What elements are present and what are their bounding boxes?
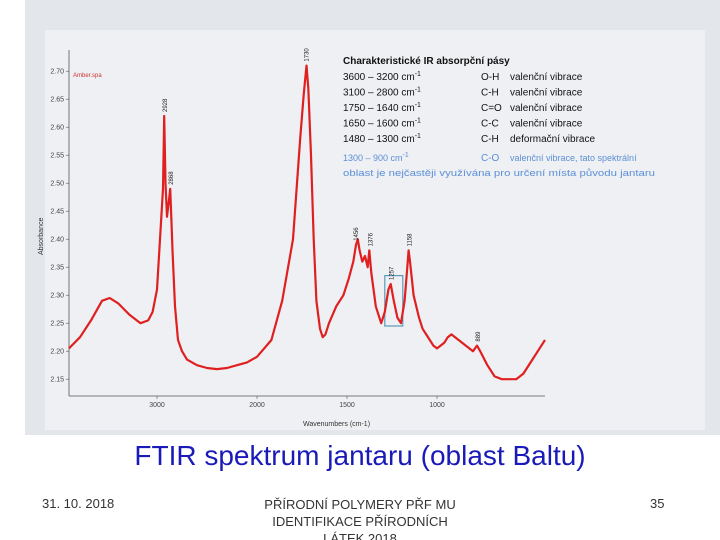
- y-tick-label: 2.20: [50, 349, 64, 356]
- legend-title: Charakteristické IR absorpční pásy: [343, 56, 510, 67]
- x-tick-label: 3000: [149, 402, 165, 409]
- y-tick-label: 2.15: [50, 377, 64, 384]
- y-tick-label: 2.65: [50, 97, 64, 104]
- y-axis-label: Absorbance: [38, 218, 45, 255]
- y-tick-label: 2.60: [50, 125, 64, 132]
- legend-range: 3600 – 3200 cm-1: [343, 71, 421, 83]
- x-tick-label: 2000: [249, 402, 265, 409]
- legend-desc: valenční vibrace: [510, 88, 583, 99]
- legend-bond: C-H: [481, 134, 499, 145]
- y-tick-label: 2.45: [50, 209, 64, 216]
- peak-label: 889: [476, 331, 482, 342]
- peak-label: 1257: [390, 266, 396, 280]
- y-tick-label: 2.35: [50, 265, 64, 272]
- y-tick-label: 2.40: [50, 237, 64, 244]
- footer-title-line: PŘÍRODNÍ POLYMERY PŘF MU: [264, 497, 456, 512]
- x-tick-label: 1000: [429, 402, 445, 409]
- legend-range: 1480 – 1300 cm-1: [343, 133, 421, 145]
- spectrum-line: [68, 64, 546, 381]
- legend-bond: C-H: [481, 88, 499, 99]
- footer-title-line: LÁTEK 2018: [323, 531, 397, 540]
- spectrum-photo: 2.70 2.65 2.60 2.55 2.50 2.45 2.40 2.35 2.30 2.25…: [25, 0, 720, 435]
- y-tick-label: 2.30: [50, 293, 64, 300]
- series-file-label: Amber.spa: [73, 73, 102, 79]
- legend-desc: valenční vibrace: [510, 119, 583, 130]
- peak-labels: 2928 2868 1730 1456 1376 1257 1158 889: [163, 48, 482, 342]
- legend-range: 1650 – 1600 cm-1: [343, 118, 421, 130]
- slide-caption: FTIR spektrum jantaru (oblast Baltu): [134, 440, 586, 471]
- y-tick-label: 2.55: [50, 153, 64, 160]
- y-axis-ticks: 2.70 2.65 2.60 2.55 2.50 2.45 2.40 2.35 2.30 2.25…: [50, 69, 69, 384]
- peak-label: 1456: [354, 227, 360, 241]
- legend-desc: valenční vibrace: [510, 103, 583, 114]
- legend-fingerprint-desc: valenční vibrace, tato spektrální: [510, 153, 637, 163]
- legend-range: 1750 – 1640 cm-1: [343, 102, 421, 114]
- ftir-chart: 2.70 2.65 2.60 2.55 2.50 2.45 2.40 2.35 2.30 2.25…: [38, 48, 655, 428]
- legend-desc: valenční vibrace: [510, 72, 583, 83]
- legend-rows: 3600 – 3200 cm-1 O-H valenční vibrace 3100 …: [343, 71, 595, 145]
- y-tick-label: 2.70: [50, 69, 64, 76]
- y-tick-label: 2.25: [50, 321, 64, 328]
- legend-range: 3100 – 2800 cm-1: [343, 87, 421, 99]
- legend-fingerprint-bond: C-O: [481, 153, 500, 164]
- peak-label: 1376: [368, 232, 374, 246]
- spectrum-sheet: [45, 30, 705, 430]
- legend-desc: deformační vibrace: [510, 134, 595, 145]
- page-number: 35: [650, 496, 665, 511]
- y-tick-label: 2.50: [50, 181, 64, 188]
- peak-label: 2928: [163, 98, 169, 112]
- footer-date: 31. 10. 2018: [42, 496, 115, 511]
- peak-label: 1158: [408, 233, 414, 247]
- legend-fingerprint-note: oblast je nejčastěji využívána pro určen…: [343, 168, 655, 178]
- x-tick-label: 1500: [339, 402, 355, 409]
- peak-label: 1730: [305, 48, 311, 62]
- legend-bond: C-C: [481, 119, 499, 130]
- highlight-region-box: [384, 275, 404, 327]
- x-axis-ticks: 3000 2000 1500 1000: [149, 396, 445, 409]
- chart-axes: [68, 50, 545, 397]
- legend-fingerprint-range: 1300 – 900 cm-1: [343, 152, 409, 163]
- peak-label: 2868: [169, 171, 175, 185]
- footer-title: PŘÍRODNÍ POLYMERY PŘF MU IDENTIFIKACE PŘ…: [240, 496, 480, 540]
- x-axis-label: Wavenumbers (cm-1): [303, 421, 370, 428]
- legend-bond: O-H: [481, 72, 499, 83]
- ir-bands-legend: Charakteristické IR absorpční pásy 3600 …: [343, 56, 655, 178]
- footer-title-line: IDENTIFIKACE PŘÍRODNÍCH: [272, 514, 448, 529]
- legend-bond: C=O: [481, 103, 502, 114]
